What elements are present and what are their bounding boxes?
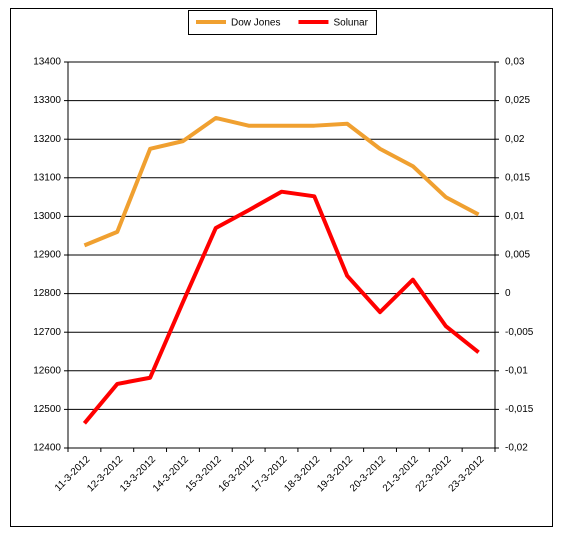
y-tick-label: 13100 [33, 172, 61, 183]
y-tick-label: 13400 [33, 57, 61, 68]
legend-label: Solunar [333, 18, 368, 29]
legend-label: Dow Jones [231, 18, 280, 29]
y2-tick-label: 0,025 [505, 95, 530, 106]
y-tick-label: 12600 [33, 365, 61, 376]
y2-tick-label: -0,02 [505, 443, 528, 454]
y-tick-label: 13000 [33, 211, 61, 222]
y-tick-label: 12900 [33, 250, 61, 261]
y2-tick-label: 0,02 [505, 134, 525, 145]
y2-tick-label: 0,015 [505, 172, 530, 183]
y2-tick-label: -0,01 [505, 365, 528, 376]
chart-border [10, 8, 553, 527]
line-series [82, 189, 480, 425]
y2-tick-label: 0 [505, 288, 511, 299]
y2-tick-label: -0,015 [505, 404, 534, 415]
y-tick-label: 13200 [33, 134, 61, 145]
y2-tick-label: -0,005 [505, 327, 534, 338]
y-tick-label: 13300 [33, 95, 61, 106]
y-tick-label: 12500 [33, 404, 61, 415]
y-tick-label: 12400 [33, 443, 61, 454]
y2-tick-label: 0,01 [505, 211, 525, 222]
line-series [83, 115, 480, 248]
y-tick-label: 12700 [33, 327, 61, 338]
y2-tick-label: 0,03 [505, 57, 525, 68]
y2-tick-label: 0,005 [505, 250, 530, 261]
y-tick-label: 12800 [33, 288, 61, 299]
